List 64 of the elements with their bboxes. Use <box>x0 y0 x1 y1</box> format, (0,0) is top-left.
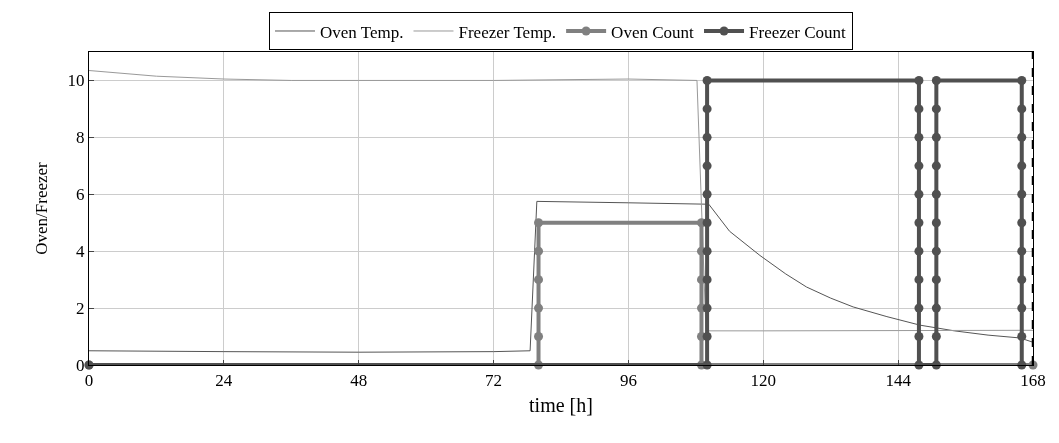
point <box>914 218 924 228</box>
point <box>534 218 544 228</box>
x-tick-label: 168 <box>1020 371 1046 391</box>
point <box>931 275 941 285</box>
point <box>1017 275 1027 285</box>
point <box>702 75 712 85</box>
point <box>931 132 941 142</box>
point <box>1017 303 1027 313</box>
legend-label: Freezer Temp. <box>458 22 557 42</box>
x-tick-label: 96 <box>619 371 637 391</box>
point <box>914 189 924 199</box>
point <box>1017 332 1027 342</box>
x-axis-title: time [h] <box>529 393 593 416</box>
point <box>534 275 544 285</box>
point <box>914 75 924 85</box>
point <box>931 75 941 85</box>
point <box>1017 75 1027 85</box>
point <box>1017 246 1027 256</box>
point <box>914 303 924 313</box>
point <box>702 218 712 228</box>
point <box>1017 218 1027 228</box>
point <box>931 303 941 313</box>
y-tick-label: 8 <box>76 128 85 148</box>
point <box>914 246 924 256</box>
point <box>1017 161 1027 171</box>
y-tick-label: 2 <box>76 299 85 319</box>
point <box>931 332 941 342</box>
point <box>914 161 924 171</box>
point <box>931 104 941 114</box>
legend-label: Freezer Count <box>749 22 847 42</box>
point <box>1017 104 1027 114</box>
y-tick-label: 0 <box>76 355 85 375</box>
point <box>931 246 941 256</box>
legend-label: Oven Temp. <box>320 22 404 42</box>
x-tick-label: 48 <box>350 371 368 391</box>
point <box>702 104 712 114</box>
point <box>1017 189 1027 199</box>
point <box>534 303 544 313</box>
point <box>931 218 941 228</box>
x-tick-label: 24 <box>215 371 233 391</box>
point <box>702 332 712 342</box>
point <box>931 161 941 171</box>
point <box>914 132 924 142</box>
x-tick-label: 120 <box>750 371 777 391</box>
point <box>914 104 924 114</box>
x-tick-label: 72 <box>485 371 503 391</box>
point <box>534 246 544 256</box>
point <box>914 275 924 285</box>
point <box>702 161 712 171</box>
point <box>534 332 544 342</box>
y-tick-label: 4 <box>76 242 86 262</box>
point <box>914 332 924 342</box>
point <box>702 189 712 199</box>
x-tick-label: 144 <box>885 371 912 391</box>
point <box>702 132 712 142</box>
point <box>1017 132 1027 142</box>
y-tick-label: 10 <box>67 71 85 91</box>
y-tick-label: 6 <box>76 185 85 205</box>
point <box>931 189 941 199</box>
legend-label: Oven Count <box>611 22 695 42</box>
point <box>702 303 712 313</box>
point <box>702 246 712 256</box>
point <box>702 275 712 285</box>
y-axis-title: Oven/Freezer <box>32 161 52 255</box>
